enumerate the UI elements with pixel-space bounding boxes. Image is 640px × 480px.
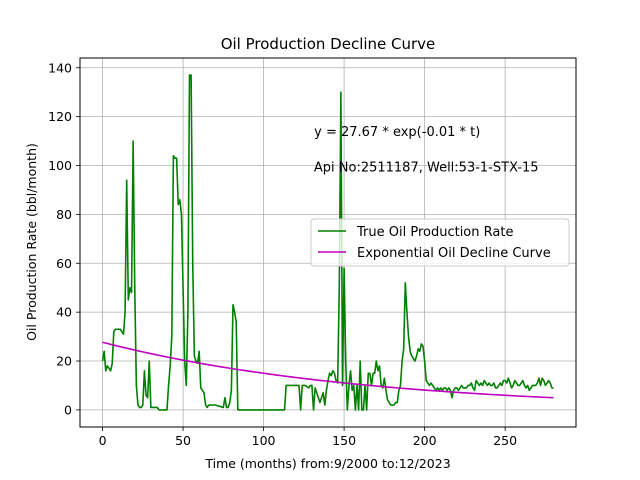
x-tick-label: 0 — [99, 433, 107, 448]
x-tick-label: 50 — [175, 433, 191, 448]
y-tick-label: 40 — [56, 305, 72, 320]
series-line-exponential-decline-curve — [102, 341, 554, 399]
y-tick-label: 100 — [48, 158, 72, 173]
y-tick-label: 80 — [56, 207, 72, 222]
x-tick-label: 200 — [413, 433, 437, 448]
legend-label-decline-curve: Exponential Oil Decline Curve — [357, 246, 551, 261]
ticks: 0 50 100 150 200 250 0 20 40 60 80 100 120 140 — [48, 60, 517, 448]
legend: True Oil Production Rate Exponential Oil… — [310, 218, 570, 267]
y-tick-label: 120 — [48, 109, 72, 124]
legend-box — [310, 218, 570, 267]
series-line-true-production-rate — [101, 74, 554, 411]
x-tick-label: 100 — [252, 433, 276, 448]
legend-label-true-rate: True Oil Production Rate — [356, 225, 513, 240]
well-annotation: Api No:2511187, Well:53-1-STX-15 — [314, 161, 539, 176]
y-axis-label: Oil Production Rate (bbl/month) — [24, 143, 39, 341]
x-tick-label: 150 — [332, 433, 356, 448]
y-tick-label: 0 — [64, 402, 72, 417]
equation-annotation: y = 27.67 * exp(-0.01 * t) — [314, 125, 480, 140]
plot-frame — [79, 57, 577, 428]
chart-title: Oil Production Decline Curve — [221, 35, 436, 53]
y-tick-label: 60 — [56, 256, 72, 271]
series-layer — [101, 74, 554, 411]
x-tick-label: 250 — [493, 433, 517, 448]
y-tick-label: 140 — [48, 60, 72, 75]
y-tick-label: 20 — [56, 354, 72, 369]
x-axis-label: Time (months) from:9/2000 to:12/2023 — [204, 456, 450, 471]
